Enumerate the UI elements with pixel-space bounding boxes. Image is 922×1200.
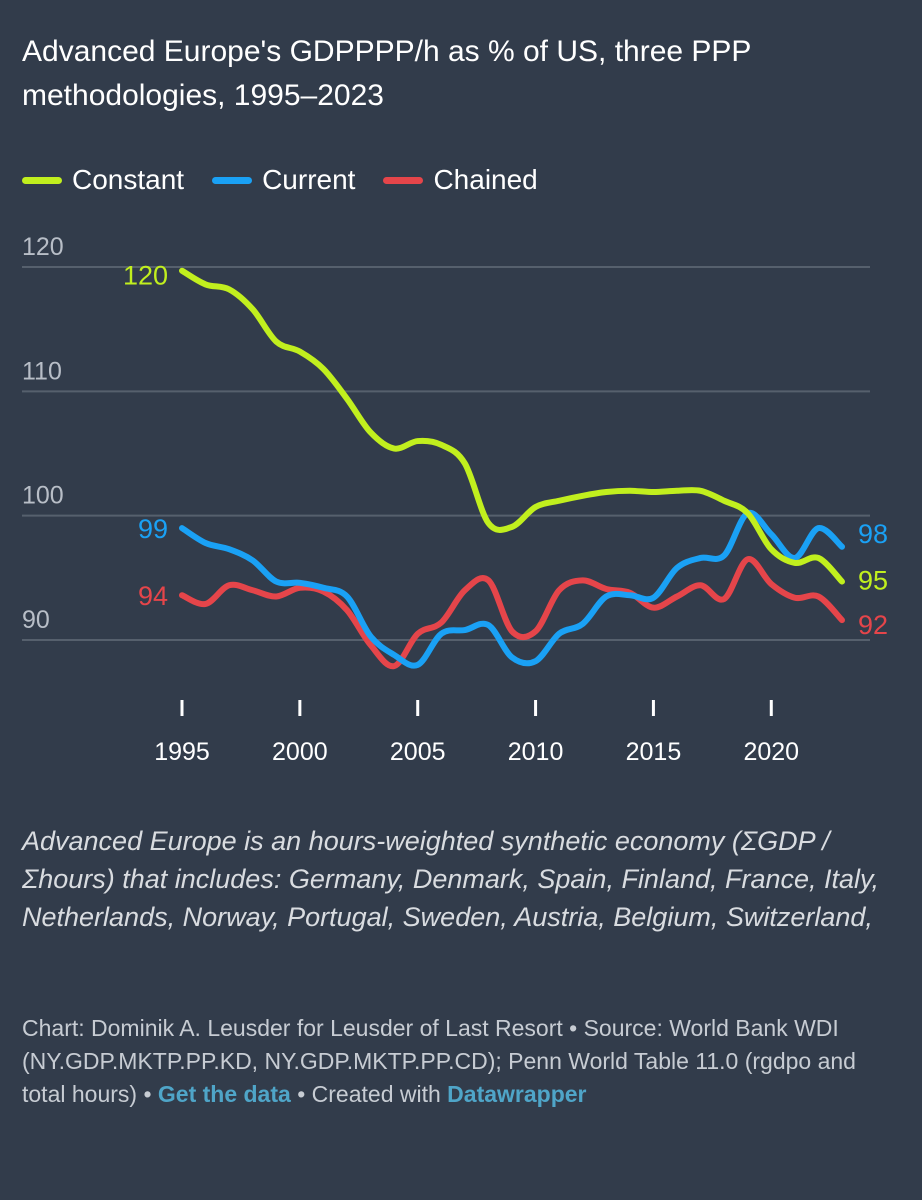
- x-tick-label-2015: 2015: [626, 738, 682, 766]
- legend-item-chained: Chained: [383, 164, 538, 196]
- x-tick-label-2020: 2020: [743, 738, 799, 766]
- end-label-current: 98: [858, 519, 888, 549]
- legend-swatch-chained: [383, 176, 424, 184]
- legend-label-constant: Constant: [72, 164, 185, 195]
- y-tick-label-90: 90: [22, 606, 50, 634]
- legend-label-current: Current: [262, 164, 356, 195]
- chart-title: Advanced Europe's GDPPPP/h as % of US, t…: [22, 35, 751, 112]
- series-line-chained: [179, 556, 845, 670]
- y-tick-label-100: 100: [22, 482, 64, 510]
- series-line-current: [179, 509, 845, 669]
- x-tick-label-1995: 1995: [154, 738, 210, 766]
- end-label-constant: 95: [858, 566, 888, 596]
- line-chart: 120 110 100 90 1995 2000 2005 2010 2015 2020 120 95…: [22, 233, 888, 766]
- get-the-data-link[interactable]: Get the data: [157, 1081, 291, 1107]
- legend-label-chained: Chained: [433, 164, 538, 195]
- series-line-constant: [179, 267, 845, 585]
- chart-footer: Chart: Dominik A. Leusder for Leusder of…: [22, 1012, 902, 1111]
- legend-item-constant: Constant: [22, 164, 184, 196]
- footer-separator: •: [290, 1081, 312, 1107]
- y-tick-label-120: 120: [22, 233, 64, 261]
- y-tick-label-110: 110: [22, 357, 62, 385]
- legend-swatch-constant: [22, 176, 62, 184]
- chart-legend: Constant Current Chained: [22, 160, 566, 200]
- x-tick-label-2000: 2000: [272, 738, 328, 766]
- start-label-chained: 94: [138, 581, 168, 611]
- end-label-chained: 92: [858, 610, 888, 640]
- datawrapper-link[interactable]: Datawrapper: [447, 1081, 587, 1107]
- x-tick-label-2005: 2005: [390, 738, 446, 766]
- legend-item-current: Current: [212, 164, 355, 196]
- legend-swatch-current: [212, 176, 253, 184]
- chart-note: Advanced Europe is an hours-weighted syn…: [22, 826, 880, 932]
- start-label-constant: 120: [123, 261, 168, 291]
- start-label-current: 99: [138, 514, 168, 544]
- footer-created-with: Created with: [311, 1081, 448, 1107]
- footer-credit: Chart: Dominik A. Leusder for Leusder of…: [22, 1015, 856, 1107]
- x-tick-label-2010: 2010: [508, 738, 564, 766]
